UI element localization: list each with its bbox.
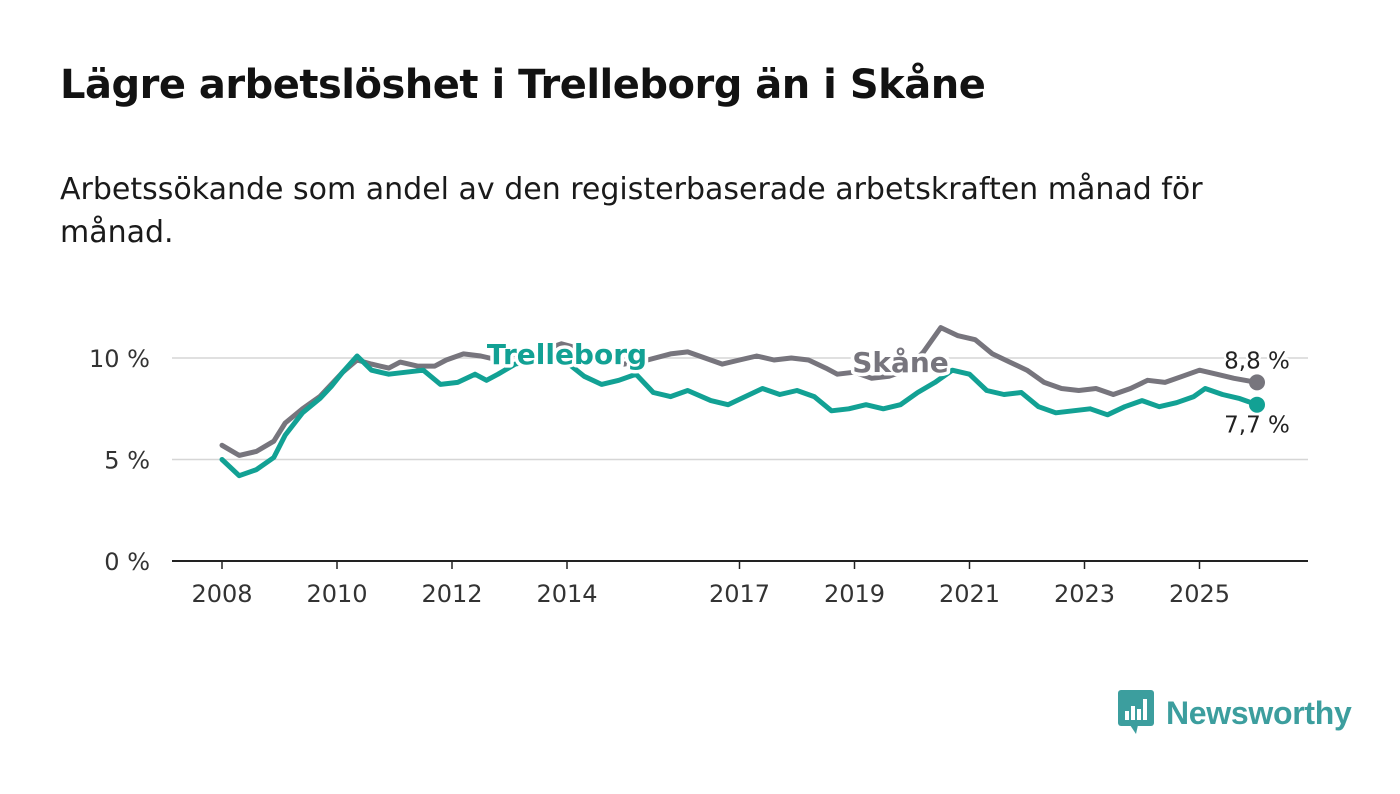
x-tick-label: 2025 <box>1169 580 1230 608</box>
end-value-label: 7,7 % <box>1224 413 1290 439</box>
x-tick-label: 2010 <box>306 580 367 608</box>
x-tick-label: 2008 <box>191 580 252 608</box>
x-tick-label: 2021 <box>939 580 1000 608</box>
chart-title: Lägre arbetslöshet i Trelleborg än i Skå… <box>60 62 986 108</box>
y-tick-label: 0 % <box>104 548 150 576</box>
series-label-trelleborg: Trelleborg <box>487 338 647 371</box>
newsworthy-logo[interactable]: Newsworthy <box>1118 690 1352 736</box>
series-label-skne: Skåne <box>852 346 949 379</box>
x-tick-label: 2012 <box>421 580 482 608</box>
y-tick-label: 10 % <box>89 345 150 373</box>
end-point-skne <box>1249 374 1265 391</box>
end-value-label: 8,8 % <box>1224 348 1290 374</box>
x-tick-label: 2014 <box>536 580 597 608</box>
chart-subtitle: Arbetssökande som andel av den registerb… <box>60 172 1203 250</box>
x-tick-label: 2019 <box>824 580 885 608</box>
series-line-skne <box>219 325 1260 458</box>
series-line-trelleborg <box>219 353 1260 479</box>
y-tick-label: 5 % <box>104 447 150 475</box>
brand-name: Newsworthy <box>1166 694 1352 731</box>
x-tick-label: 2023 <box>1054 580 1115 608</box>
x-tick-label: 2017 <box>709 580 770 608</box>
end-point-trelleborg <box>1249 396 1265 413</box>
newsworthy-logo-icon <box>1118 690 1154 734</box>
